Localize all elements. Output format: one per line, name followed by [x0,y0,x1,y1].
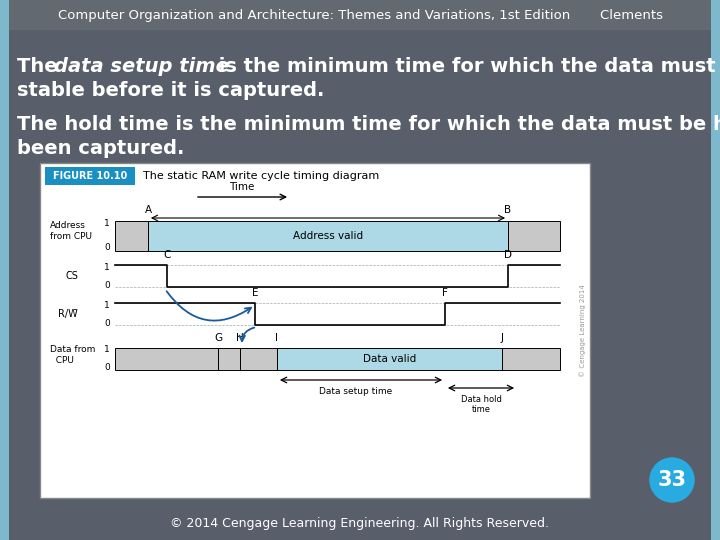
Text: The static RAM write cycle timing diagram: The static RAM write cycle timing diagra… [143,171,379,181]
Text: 0: 0 [104,363,110,373]
Text: The: The [17,57,64,77]
Bar [148,221,508,251]
Text: 0: 0 [104,244,110,253]
Text: 1: 1 [104,219,110,228]
Bar [115,221,148,251]
Text: stable before it is captured.: stable before it is captured. [17,80,325,99]
Bar [508,221,560,251]
Text: J: J [500,333,503,343]
Bar [40,163,590,498]
Text: data setup time: data setup time [54,57,229,77]
Text: 0: 0 [104,280,110,289]
Bar [45,167,135,185]
Text: 1: 1 [104,262,110,272]
Text: Time: Time [229,182,255,192]
Text: 1: 1 [104,300,110,309]
Text: A: A [145,205,152,215]
Text: is the minimum time for which the data must be valid and: is the minimum time for which the data m… [212,57,720,77]
Bar [711,0,720,540]
Text: 0: 0 [104,319,110,327]
Text: Data valid: Data valid [363,354,416,364]
Text: FIGURE 10.10: FIGURE 10.10 [53,171,127,181]
Text: H: H [236,333,244,343]
Text: C: C [163,250,171,260]
Bar [115,348,218,370]
Circle shape [650,458,694,502]
Text: C̄S̄: C̄S̄ [65,271,78,281]
Text: The hold time is the minimum time for which the data must be held after it has: The hold time is the minimum time for wh… [17,116,720,134]
Text: B: B [505,205,512,215]
Text: © 2014 Cengage Learning Engineering. All Rights Reserved.: © 2014 Cengage Learning Engineering. All… [171,517,549,530]
Bar [277,348,502,370]
Bar [218,348,240,370]
Bar [0,0,9,540]
Text: Address valid: Address valid [293,231,363,241]
Text: Data hold
time: Data hold time [461,395,501,414]
Text: Data setup time: Data setup time [320,387,392,396]
Text: Computer Organization and Architecture: Themes and Variations, 1st Edition      : Computer Organization and Architecture: … [58,9,662,22]
Bar [240,348,277,370]
Text: E: E [252,288,258,298]
Text: R/W̄: R/W̄ [58,309,78,319]
Bar [502,348,560,370]
Text: I: I [276,333,279,343]
Text: F: F [442,288,448,298]
Text: Address
from CPU: Address from CPU [50,221,92,241]
Text: been captured.: been captured. [17,138,184,158]
Bar [9,0,711,30]
Text: 1: 1 [104,346,110,354]
Text: D: D [504,250,512,260]
Text: Data from
  CPU: Data from CPU [50,345,95,364]
Text: G: G [214,333,222,343]
Text: 33: 33 [657,470,686,490]
Text: © Cengage Learning 2014: © Cengage Learning 2014 [580,284,586,377]
